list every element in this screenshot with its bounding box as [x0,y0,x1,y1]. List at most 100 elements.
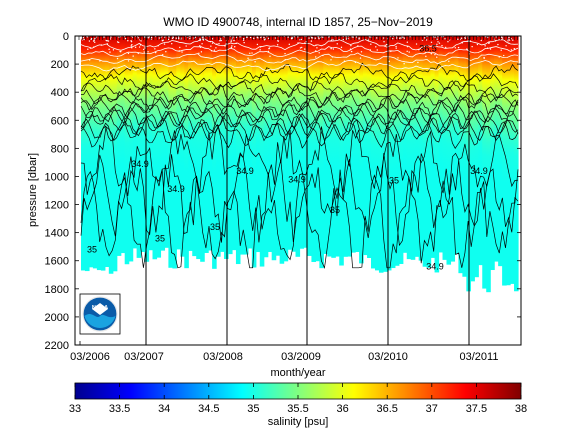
surface-speckle [242,39,245,41]
surface-speckle [167,38,170,41]
surface-speckle [107,40,110,42]
colorbar-tick-label: 33 [69,403,81,415]
surface-speckle [154,48,156,50]
surface-speckle [276,44,279,46]
surface-speckle [507,40,509,42]
contour-line [80,114,519,142]
salinity-profile-column [259,36,265,267]
surface-speckle [215,47,217,49]
contour-line [80,83,519,106]
surface-speckle [376,37,378,39]
salinity-profile-column [514,36,519,292]
surface-speckle [436,43,438,46]
surface-speckle [249,52,251,54]
x-tick-label: 03/2008 [203,351,243,363]
salinity-profile-column [267,36,273,252]
salinity-profile-column [378,36,384,273]
salinity-profile-column [108,36,114,274]
contour-line-shallow [80,45,519,58]
surface-speckle [124,37,127,40]
surface-speckle [194,36,197,39]
surface-speckle [384,44,386,47]
surface-speckle [318,52,320,54]
surface-speckle [110,36,112,38]
contour-line-shallow [80,38,519,51]
surface-speckle [397,57,399,59]
surface-speckle [448,60,450,62]
surface-speckle [277,40,279,42]
salinity-profile-column [239,36,245,255]
salinity-profile-column [506,36,511,286]
contour-label: 34.9 [167,184,185,194]
salinity-profile-column [374,36,380,271]
colorbar-tick-label: 37 [426,403,438,415]
salinity-profile-column [216,36,221,257]
surface-speckle [355,36,358,38]
surface-speckle [476,43,479,46]
salinity-profile-column [406,36,412,260]
salinity-profile-column [450,36,456,262]
salinity-profile-column [371,36,376,269]
surface-speckle [438,42,441,44]
surface-speckle [105,39,108,42]
x-tick-label: 03/2011 [460,351,499,363]
surface-speckle [301,46,303,49]
surface-speckle [441,45,443,47]
surface-speckle [181,51,183,53]
x-tick-label: 03/2010 [368,351,408,363]
contour-label: 35 [210,222,220,232]
salinity-profile-column [136,36,142,258]
y-tick-label: 200 [51,59,69,71]
surface-speckle [93,39,95,41]
surface-speckle [162,54,164,56]
salinity-profile-column [347,36,352,257]
colorbar-label: salinity [psu] [268,416,329,428]
surface-speckle [376,49,378,51]
surface-speckle [118,36,120,38]
surface-speckle [94,37,96,40]
salinity-profile-column [426,36,432,268]
y-tick-label: 400 [51,87,69,99]
y-axis-label: pressure [dbar] [27,153,39,227]
surface-speckle [447,41,449,43]
contour-line [80,62,519,82]
main-plot: 35 34.9 35 34.9 34.9 35 34.9 35 35 34.9 34.9 36.5 0… [45,31,522,363]
surface-speckle [249,36,252,39]
salinity-profile-column [227,36,233,255]
surface-speckle [332,39,334,41]
surface-speckle [80,36,83,38]
salinity-profile-column [212,36,217,269]
salinity-profile-column [180,36,185,257]
surface-speckle [512,39,514,41]
colorbar: 33 33.5 34 34.5 35 35.5 36 36.5 37 37.5 38 salinit… [69,382,527,428]
salinity-profile-column [112,36,118,272]
surface-speckle [210,45,212,47]
surface-speckle [346,36,348,38]
contour-line [80,99,519,126]
surface-speckle [316,47,318,49]
y-tick-label: 800 [51,143,69,155]
contour-label: 34.9 [236,166,254,176]
surface-speckle [415,43,418,45]
salinity-profile-column [398,36,404,264]
salinity-profile-column [160,36,166,251]
surface-speckle [350,50,353,53]
surface-speckle [464,37,466,39]
surface-speckle [501,37,504,39]
contour-label: 34.9 [288,174,306,184]
y-tick-label: 1400 [45,228,69,240]
surface-speckle [127,40,129,42]
noaa-logo-text: NOAA [92,305,108,311]
surface-speckle [245,36,247,38]
surface-speckle [460,37,463,39]
surface-speckle [432,46,434,49]
contour-lines [80,38,519,270]
salinity-profile-column [343,36,348,257]
surface-speckle [171,37,174,40]
surface-speckle [189,37,191,40]
surface-speckle [127,52,130,55]
salinity-profile-column [251,36,257,268]
surface-speckle [134,46,137,48]
salinity-profile-column [474,36,479,278]
